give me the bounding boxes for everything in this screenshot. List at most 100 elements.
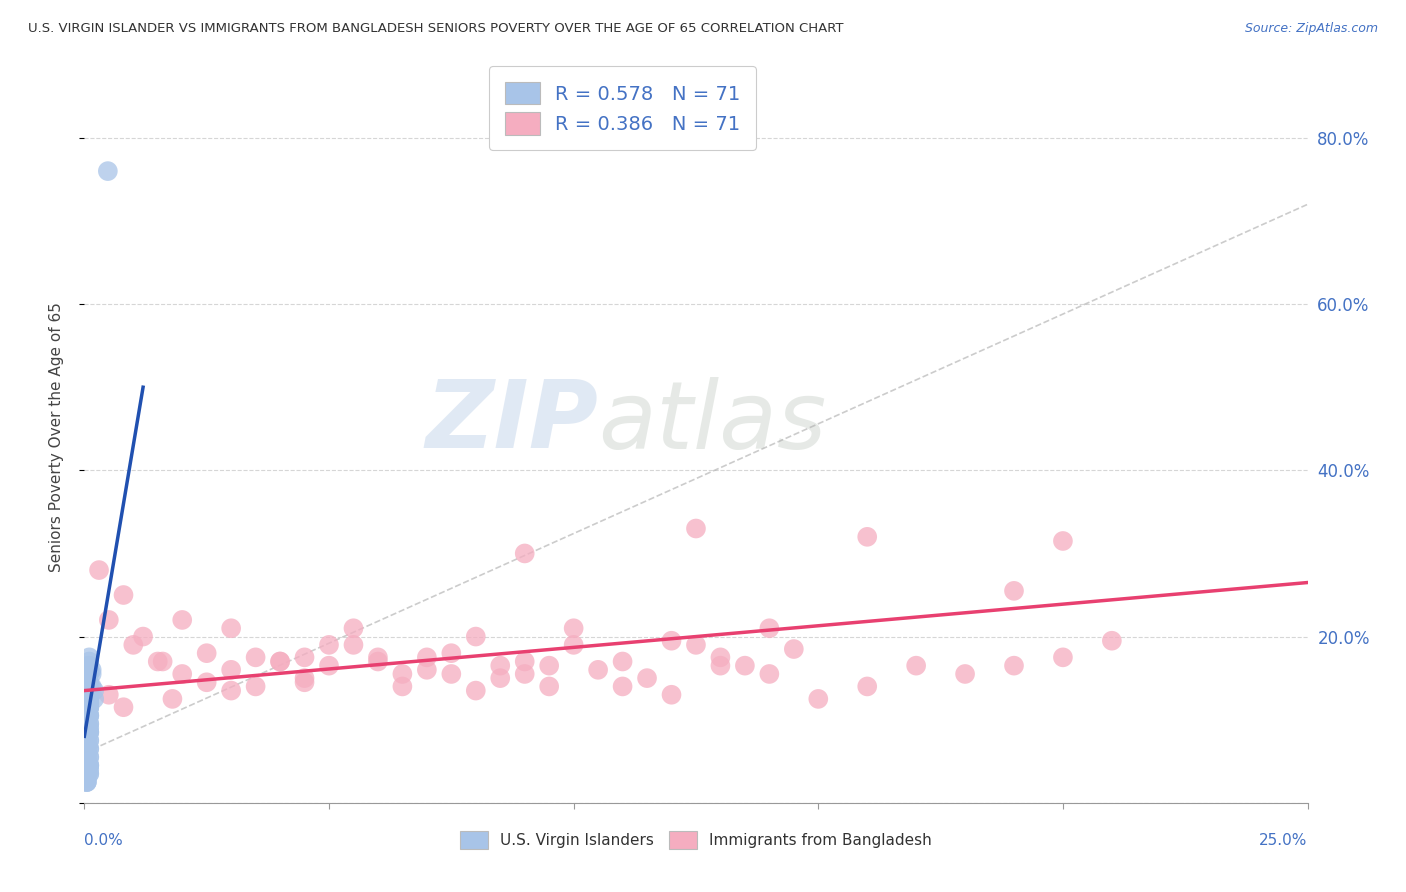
- Point: [83, 692, 105, 706]
- Point: [76, 716, 98, 731]
- Point: [586, 663, 609, 677]
- Point: [513, 655, 536, 669]
- Point: [77, 700, 100, 714]
- Point: [77, 725, 100, 739]
- Point: [77, 675, 100, 690]
- Point: [489, 671, 512, 685]
- Point: [146, 655, 169, 669]
- Point: [77, 741, 100, 756]
- Point: [77, 708, 100, 723]
- Point: [318, 638, 340, 652]
- Point: [77, 708, 100, 723]
- Point: [76, 708, 98, 723]
- Point: [77, 733, 100, 747]
- Point: [538, 680, 561, 694]
- Point: [269, 655, 291, 669]
- Point: [513, 546, 536, 560]
- Point: [77, 766, 100, 780]
- Point: [807, 692, 830, 706]
- Point: [77, 741, 100, 756]
- Point: [77, 700, 100, 714]
- Text: Source: ZipAtlas.com: Source: ZipAtlas.com: [1244, 22, 1378, 36]
- Point: [685, 521, 707, 535]
- Point: [76, 700, 98, 714]
- Legend: U.S. Virgin Islanders, Immigrants from Bangladesh: U.S. Virgin Islanders, Immigrants from B…: [449, 819, 943, 861]
- Point: [734, 658, 756, 673]
- Point: [245, 680, 267, 694]
- Point: [856, 680, 879, 694]
- Point: [219, 663, 242, 677]
- Point: [562, 638, 585, 652]
- Point: [562, 621, 585, 635]
- Point: [76, 766, 98, 780]
- Point: [97, 164, 120, 178]
- Point: [77, 658, 100, 673]
- Point: [76, 716, 98, 731]
- Point: [440, 667, 463, 681]
- Point: [77, 700, 100, 714]
- Point: [219, 683, 242, 698]
- Point: [905, 658, 928, 673]
- Point: [195, 675, 218, 690]
- Point: [76, 708, 98, 723]
- Point: [77, 663, 100, 677]
- Point: [195, 646, 218, 660]
- Point: [342, 638, 364, 652]
- Point: [76, 750, 98, 764]
- Point: [685, 638, 707, 652]
- Point: [77, 750, 100, 764]
- Point: [77, 700, 100, 714]
- Point: [391, 667, 413, 681]
- Point: [76, 741, 98, 756]
- Point: [77, 696, 100, 710]
- Point: [97, 613, 120, 627]
- Point: [77, 708, 100, 723]
- Point: [1002, 658, 1025, 673]
- Point: [77, 683, 100, 698]
- Point: [538, 658, 561, 673]
- Point: [172, 613, 194, 627]
- Point: [80, 680, 103, 694]
- Point: [77, 758, 100, 772]
- Point: [77, 750, 100, 764]
- Point: [1101, 633, 1123, 648]
- Point: [294, 650, 316, 665]
- Point: [77, 692, 100, 706]
- Point: [612, 655, 634, 669]
- Point: [76, 733, 98, 747]
- Point: [80, 663, 103, 677]
- Point: [76, 775, 98, 789]
- Point: [709, 650, 731, 665]
- Point: [76, 771, 98, 785]
- Point: [416, 663, 439, 677]
- Point: [77, 692, 100, 706]
- Point: [76, 733, 98, 747]
- Point: [112, 588, 135, 602]
- Point: [77, 683, 100, 698]
- Point: [172, 667, 194, 681]
- Point: [77, 667, 100, 681]
- Point: [77, 655, 100, 669]
- Point: [76, 680, 98, 694]
- Point: [318, 658, 340, 673]
- Point: [76, 758, 98, 772]
- Point: [77, 725, 100, 739]
- Point: [661, 633, 683, 648]
- Text: 0.0%: 0.0%: [84, 833, 124, 848]
- Point: [661, 688, 683, 702]
- Point: [76, 775, 98, 789]
- Text: U.S. VIRGIN ISLANDER VS IMMIGRANTS FROM BANGLADESH SENIORS POVERTY OVER THE AGE : U.S. VIRGIN ISLANDER VS IMMIGRANTS FROM …: [28, 22, 844, 36]
- Point: [77, 688, 100, 702]
- Point: [76, 667, 98, 681]
- Point: [80, 667, 103, 681]
- Point: [77, 758, 100, 772]
- Point: [513, 667, 536, 681]
- Point: [953, 667, 976, 681]
- Point: [77, 696, 100, 710]
- Point: [612, 680, 634, 694]
- Point: [416, 650, 439, 665]
- Point: [294, 675, 316, 690]
- Point: [709, 658, 731, 673]
- Point: [77, 766, 100, 780]
- Point: [76, 766, 98, 780]
